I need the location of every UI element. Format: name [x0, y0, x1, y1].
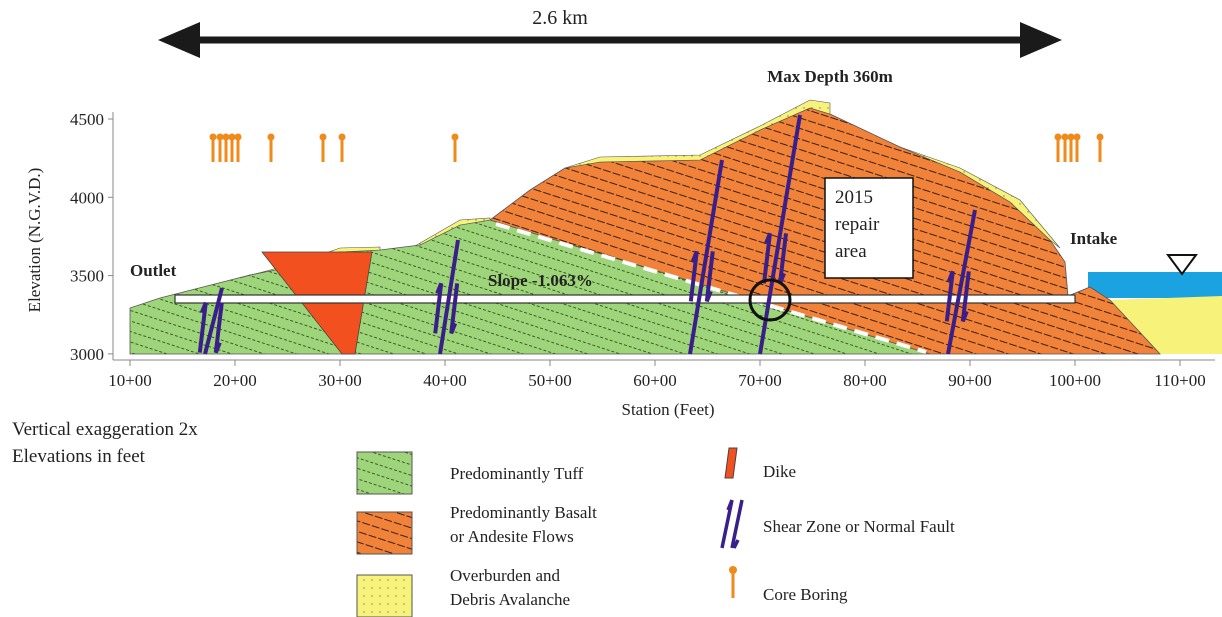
note: Elevations in feet	[12, 446, 146, 467]
legend-label: or Andesite Flows	[450, 527, 574, 546]
core-boring-top	[235, 134, 242, 141]
y-tick-label: 4000	[70, 188, 104, 207]
core-boring-top	[268, 134, 275, 141]
outlet-label: Outlet	[130, 261, 177, 280]
repair-label: area	[835, 241, 867, 262]
x-tick-label: 60+00	[633, 371, 677, 390]
core-boring-top	[223, 134, 230, 141]
x-tick-label: 80+00	[843, 371, 887, 390]
cross-section: 2.6 km Max Depth 360m Outlet Intake Slope -1…	[0, 0, 1222, 617]
core-boring-top	[217, 134, 224, 141]
x-tick-label: 70+00	[738, 371, 782, 390]
legend-label: Overburden and	[450, 566, 560, 585]
legend-swatch	[357, 512, 412, 554]
legend-swatch	[357, 452, 412, 494]
x-tick-label: 40+00	[423, 371, 467, 390]
arrow-head	[158, 22, 200, 58]
legend-label: Core Boring	[763, 585, 848, 604]
core-boring-top	[1055, 134, 1062, 141]
legend-label: Dike	[763, 462, 796, 481]
core-boring-top	[339, 134, 346, 141]
core-boring-top	[210, 134, 217, 141]
intake-label: Intake	[1070, 229, 1118, 248]
legend-swatch	[722, 500, 742, 548]
core-boring-top	[1062, 134, 1069, 141]
y-tick-label: 4500	[70, 110, 104, 129]
legend-swatch	[725, 448, 737, 478]
core-boring-top	[1068, 134, 1075, 141]
max-depth: Max Depth 360m	[767, 67, 893, 86]
core-boring-top	[452, 134, 459, 141]
legend-swatch	[729, 566, 737, 574]
y-title: Elevation (N.G.V.D.)	[25, 168, 44, 313]
repair-label: 2015	[835, 187, 873, 208]
core-boring-top	[1074, 134, 1081, 141]
water-level	[1168, 255, 1196, 274]
legend-label: Shear Zone or Normal Fault	[763, 517, 955, 536]
slope-label: Slope -1.063%	[488, 271, 593, 290]
x-tick-label: 10+00	[108, 371, 152, 390]
core-boring-top	[1097, 134, 1104, 141]
x-tick-label: 90+00	[948, 371, 992, 390]
note: Vertical exaggeration 2x	[12, 419, 198, 440]
arrow-head	[1020, 22, 1062, 58]
scale-label: 2.6 km	[532, 7, 588, 29]
legend-label: Predominantly Basalt	[450, 503, 597, 522]
core-boring-top	[320, 134, 327, 141]
legend-label: Debris Avalanche	[450, 590, 570, 609]
repair-label: repair	[835, 214, 880, 235]
x-tick-label: 20+00	[213, 371, 257, 390]
x-tick-label: 30+00	[318, 371, 362, 390]
legend-swatch	[357, 575, 412, 617]
y-tick-label: 3500	[70, 267, 104, 286]
x-title: Station (Feet)	[621, 400, 714, 419]
reservoir	[1088, 272, 1222, 298]
core-boring-top	[229, 134, 236, 141]
legend-label: Predominantly Tuff	[450, 464, 584, 483]
x-tick-label: 110+00	[1154, 371, 1205, 390]
x-tick-label: 50+00	[528, 371, 572, 390]
x-tick-label: 100+00	[1049, 371, 1101, 390]
tunnel	[175, 295, 1075, 303]
y-tick-label: 3000	[70, 345, 104, 364]
